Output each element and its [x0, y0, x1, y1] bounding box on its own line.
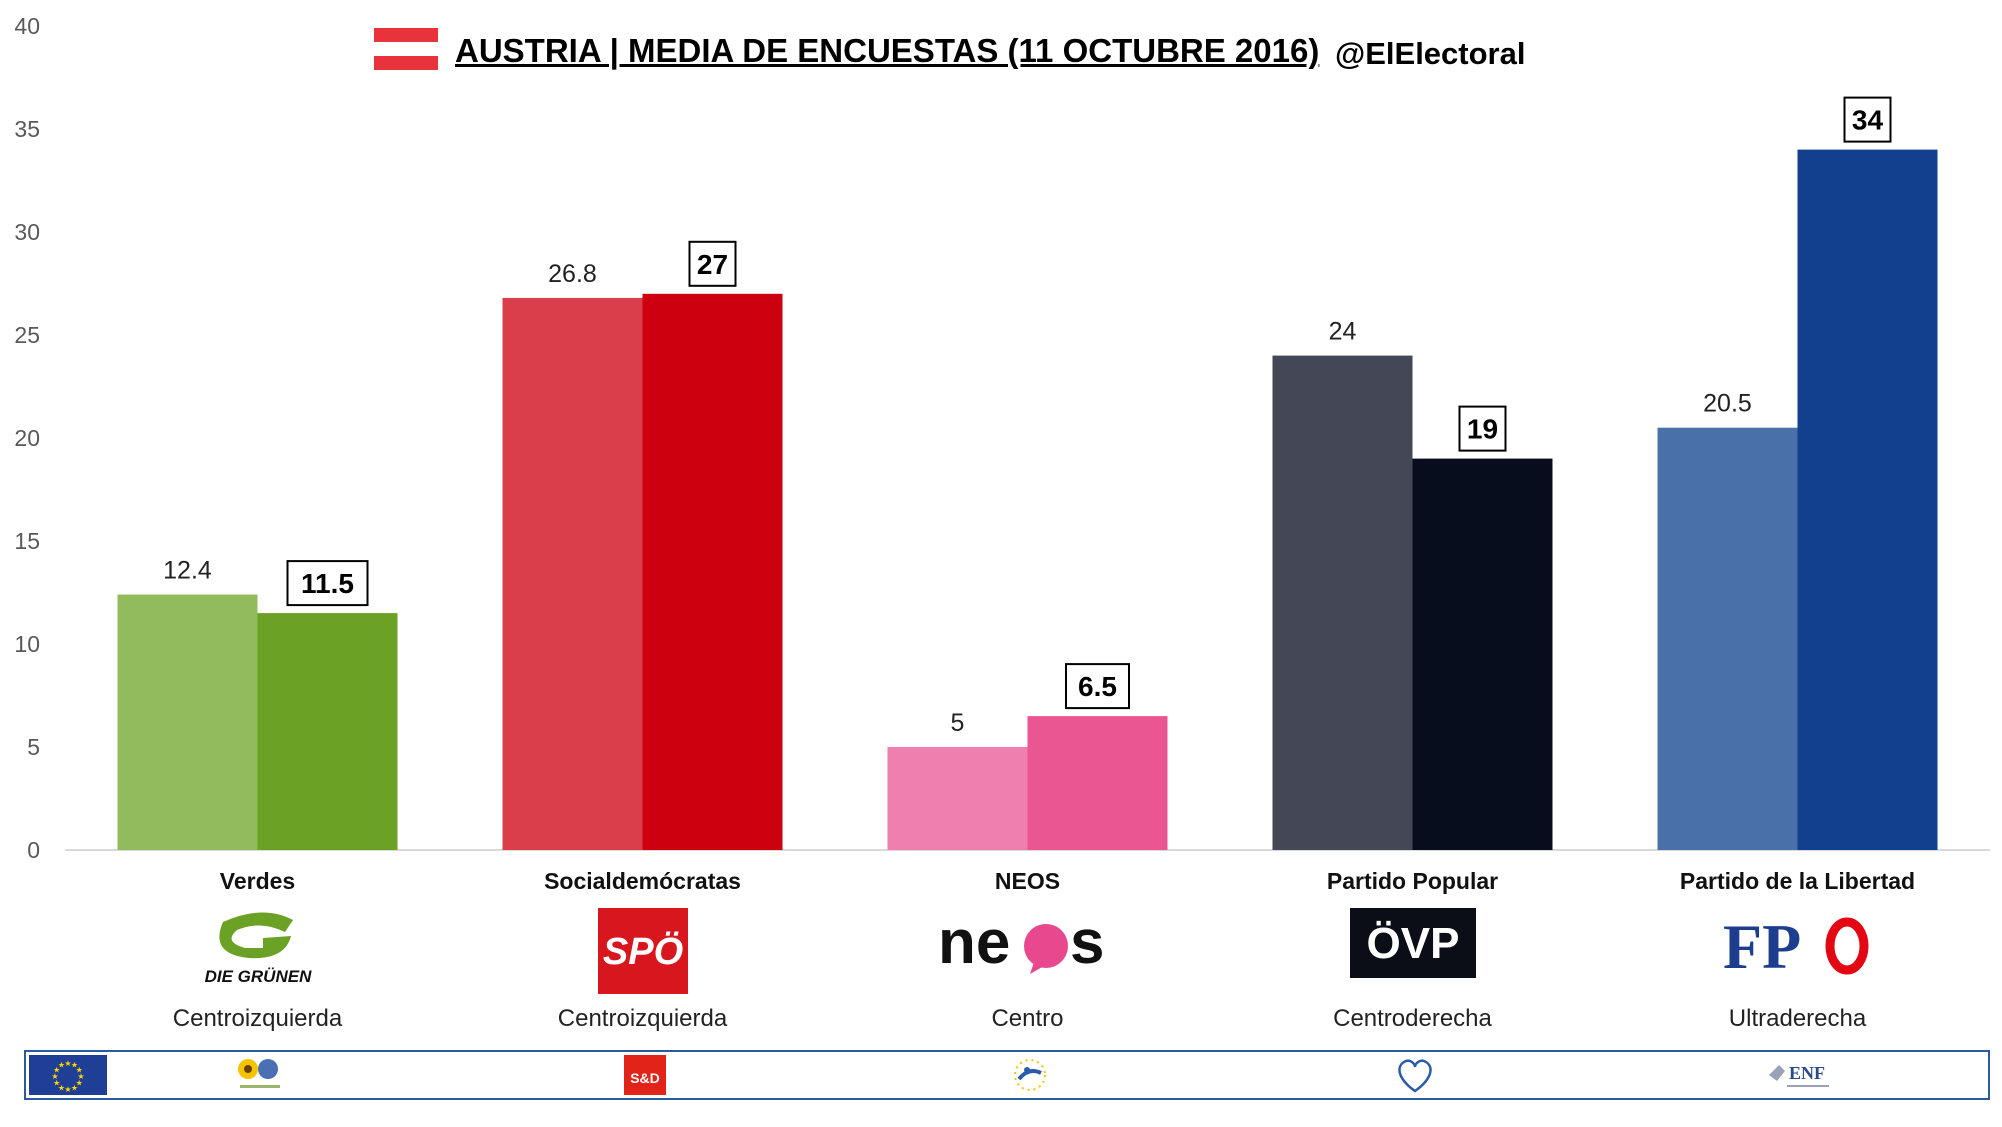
y-tick-label: 40: [14, 13, 40, 39]
svg-text:★: ★: [58, 1083, 65, 1092]
data-label-previous: 24: [1329, 318, 1357, 346]
data-label-previous: 26.8: [548, 260, 597, 288]
svg-text:★: ★: [58, 1061, 65, 1070]
svg-text:★: ★: [64, 1059, 71, 1068]
y-tick-label: 20: [14, 425, 40, 451]
category-label-3: Partido Popular: [1326, 868, 1499, 894]
ideology-label-4: Ultraderecha: [1728, 1005, 1867, 1032]
svg-text:ÖVP: ÖVP: [1366, 919, 1459, 968]
ideology-label-1: Centroizquierda: [557, 1005, 728, 1032]
svg-text:★: ★: [53, 1079, 60, 1088]
ideology-label-3: Centroderecha: [1333, 1005, 1492, 1032]
svg-text:★: ★: [71, 1083, 78, 1092]
data-label-current: 34: [1852, 105, 1884, 136]
neos-logo: ne s: [938, 908, 1118, 983]
y-tick-label: 0: [27, 837, 40, 863]
bar-current-3: [1412, 458, 1553, 850]
svg-text:FP: FP: [1723, 911, 1801, 978]
bar-current-0: [257, 613, 398, 850]
y-tick-label: 35: [14, 116, 40, 142]
ideology-label-2: Centro: [991, 1005, 1064, 1032]
bar-previous-3: [1272, 355, 1413, 850]
bar-previous-4: [1657, 427, 1798, 850]
bar-previous-0: [117, 594, 258, 850]
data-label-box: [286, 560, 369, 607]
svg-text:★: ★: [76, 1079, 83, 1088]
data-label-current: 19: [1467, 414, 1498, 445]
alde-logo: [1007, 1055, 1053, 1100]
category-label-2: NEOS: [994, 868, 1061, 894]
bar-previous-1: [502, 297, 643, 850]
data-label-current: 11.5: [301, 568, 354, 599]
data-label-previous: 12.4: [163, 557, 212, 585]
svg-text:ENF: ENF: [1789, 1063, 1825, 1083]
fpoe-logo: FP: [1723, 908, 1873, 983]
svg-text:SPÖ: SPÖ: [602, 930, 682, 973]
eu-flag-icon: ★ ★ ★ ★ ★ ★ ★ ★ ★ ★ ★ ★: [29, 1055, 107, 1095]
y-tick-label: 25: [14, 322, 40, 348]
s-and-d-logo: S&D: [623, 1055, 666, 1100]
svg-text:★: ★: [53, 1066, 60, 1075]
ideology-label-0: Centroizquierda: [172, 1005, 343, 1032]
svg-text:s: s: [1070, 908, 1104, 977]
eu-groups-footer: ★ ★ ★ ★ ★ ★ ★ ★ ★ ★ ★ ★ S&D ENF: [24, 1050, 1990, 1100]
austria-flag-icon: [374, 28, 438, 70]
chart-title: AUSTRIA | MEDIA DE ENCUESTAS (11 OCTUBRE…: [455, 32, 1320, 69]
svg-text:★: ★: [77, 1072, 84, 1081]
category-label-4: Partido de la Libertad: [1679, 868, 1916, 894]
svg-text:★: ★: [51, 1072, 58, 1081]
data-label-box: [1843, 96, 1892, 143]
data-label-box: [1458, 405, 1507, 452]
die-gruenen-logo: DIE GRÜNEN: [193, 908, 323, 993]
bar-previous-2: [887, 747, 1028, 850]
svg-text:ne: ne: [938, 908, 1010, 977]
data-label-box: [688, 240, 737, 287]
twitter-handle: @ElElectoral: [1335, 36, 1526, 71]
data-label-current: 27: [697, 249, 728, 280]
category-label-1: Socialdemócratas: [544, 868, 741, 894]
svg-text:★: ★: [64, 1085, 71, 1094]
category-label-0: Verdes: [219, 868, 296, 894]
y-tick-label: 15: [14, 528, 40, 554]
data-label-previous: 5: [951, 709, 965, 737]
y-tick-label: 30: [14, 219, 40, 245]
data-label-box: [1065, 663, 1130, 710]
y-tick-label: 10: [14, 631, 40, 657]
y-tick-label: 5: [27, 734, 40, 760]
oevp-logo: ÖVP: [1349, 908, 1476, 983]
epp-logo: [1392, 1055, 1438, 1100]
bar-current-2: [1027, 716, 1168, 850]
data-label-current: 6.5: [1078, 671, 1117, 702]
bar-current-4: [1797, 149, 1938, 851]
data-label-previous: 20.5: [1703, 390, 1752, 418]
svg-text:DIE GRÜNEN: DIE GRÜNEN: [204, 967, 311, 986]
svg-text:★: ★: [71, 1061, 78, 1070]
enf-logo: ENF: [1765, 1055, 1835, 1100]
spoe-logo: SPÖ: [597, 908, 688, 999]
svg-text:★: ★: [76, 1066, 83, 1075]
bar-current-1: [642, 293, 783, 850]
svg-text:S&D: S&D: [630, 1070, 660, 1086]
greens-efa-logo: [234, 1055, 286, 1100]
